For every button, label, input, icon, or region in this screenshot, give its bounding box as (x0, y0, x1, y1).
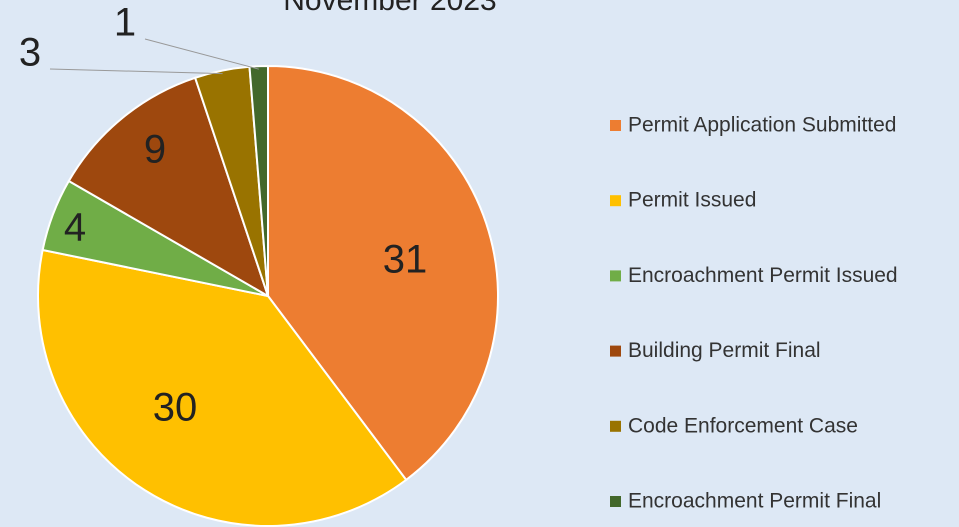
data-label: 1 (114, 1, 136, 45)
leader-line (144, 38, 259, 70)
legend-label: Permit Issued (628, 189, 756, 212)
legend-swatch (610, 270, 621, 282)
data-label: 4 (64, 206, 86, 250)
legend-swatch (610, 496, 621, 507)
leader-line (49, 68, 223, 75)
legend-label: Building Permit Final (628, 339, 821, 362)
legend-label: Encroachment Permit Issued (628, 264, 898, 287)
legend-label: Encroachment Permit Final (628, 490, 881, 513)
legend-swatch (610, 195, 621, 207)
legend-swatch (610, 120, 621, 131)
pie-slice (37, 248, 408, 527)
legend-swatch (610, 345, 621, 357)
legend-label: Permit Application Submitted (628, 114, 896, 137)
legend-swatch (610, 420, 621, 432)
data-label: 3 (19, 31, 41, 75)
data-label: 9 (144, 128, 166, 172)
data-label: 31 (383, 238, 428, 282)
legend-label: Code Enforcement Case (628, 414, 858, 437)
pie-slice (267, 64, 499, 482)
data-label: 30 (153, 386, 198, 430)
chart-title: November 2023 (283, 0, 496, 17)
pie-slice (67, 76, 270, 299)
